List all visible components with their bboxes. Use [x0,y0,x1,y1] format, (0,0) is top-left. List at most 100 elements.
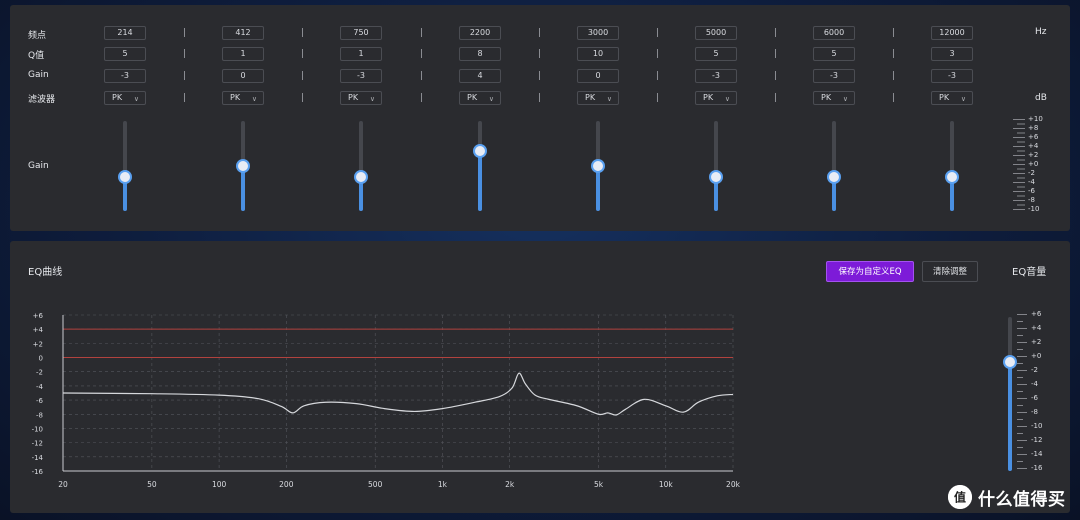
column-divider [775,28,776,37]
band-3-freq-input[interactable]: 750 [340,26,382,40]
x-tick-label: 200 [279,480,294,489]
site-logo-icon: 值 [948,485,972,509]
band-5-gain-input[interactable]: 0 [577,69,619,83]
band-6-freq-input[interactable]: 5000 [695,26,737,40]
band-1-gain-slider[interactable] [117,121,133,211]
band-3-filter-value: PK [348,93,359,102]
chevron-down-icon: ∨ [606,95,612,103]
gain-scale-label: -6 [1028,187,1035,195]
band-8-filter-select[interactable]: PK ∨ [931,91,973,105]
band-1-freq-input[interactable]: 214 [104,26,146,40]
volume-scale-label: -10 [1031,422,1043,430]
band-2-filter-value: PK [230,93,241,102]
slider-knob[interactable] [591,159,605,173]
slider-knob[interactable] [118,170,132,185]
q-row-label: Q值 [28,51,45,61]
slider-knob[interactable] [236,159,250,173]
band-6-filter-select[interactable]: PK ∨ [695,91,737,105]
volume-scale-ticks [1017,314,1027,469]
band-6-gain-slider[interactable] [708,121,724,211]
y-tick-label: -6 [36,397,44,405]
band-2-filter-select[interactable]: PK ∨ [222,91,264,105]
column-divider [893,49,894,58]
y-tick-label: -14 [32,454,44,462]
slider-fill [832,177,836,211]
band-2-freq-input[interactable]: 412 [222,26,264,40]
gain-scale-label: +10 [1028,115,1043,123]
band-7-filter-select[interactable]: PK ∨ [813,91,855,105]
band-8-gain-slider[interactable] [944,121,960,211]
band-6-gain-input[interactable]: -3 [695,69,737,83]
gain-scale-label: -8 [1028,196,1035,204]
site-watermark: 值 什么值得买 [948,484,1066,510]
slider-knob[interactable] [354,170,368,185]
site-watermark-text: 什么值得买 [978,489,1066,510]
plot-area [63,315,733,471]
band-7-q-input[interactable]: 5 [813,47,855,61]
band-7-freq-input[interactable]: 6000 [813,26,855,40]
band-6-q-input[interactable]: 5 [695,47,737,61]
slider-track [359,121,363,211]
volume-scale-label: -16 [1031,464,1043,472]
slider-knob[interactable] [827,170,841,185]
chevron-down-icon: ∨ [960,95,966,103]
band-5-freq-input[interactable]: 3000 [577,26,619,40]
clear-adjustments-button[interactable]: 清除调整 [922,261,978,282]
x-tick-label: 1k [438,480,448,489]
band-4-freq-input[interactable]: 2200 [459,26,501,40]
volume-slider-knob[interactable] [1003,355,1017,370]
eq-volume-slider[interactable] [1002,317,1018,471]
y-tick-label: +2 [33,340,43,348]
band-7-gain-slider[interactable] [826,121,842,211]
slider-knob[interactable] [945,170,959,185]
chevron-down-icon: ∨ [724,95,730,103]
band-5-q-input[interactable]: 10 [577,47,619,61]
x-tick-label: 50 [147,480,157,489]
band-settings-panel: 频点 Q值 Gain 滤波器 Gain Hz dB 214 5 -3 PK ∨ 412 1 0… [10,5,1070,231]
x-tick-label: 500 [368,480,383,489]
volume-scale-label: -14 [1031,450,1043,458]
band-1-filter-select[interactable]: PK ∨ [104,91,146,105]
band-1-q-input[interactable]: 5 [104,47,146,61]
band-4-gain-input[interactable]: 4 [459,69,501,83]
column-divider [539,49,540,58]
band-2-gain-slider[interactable] [235,121,251,211]
band-2-q-input[interactable]: 1 [222,47,264,61]
band-8-gain-input[interactable]: -3 [931,69,973,83]
column-divider [893,93,894,102]
band-1-gain-input[interactable]: -3 [104,69,146,83]
band-3-filter-select[interactable]: PK ∨ [340,91,382,105]
band-5-gain-slider[interactable] [590,121,606,211]
band-4-gain-slider[interactable] [472,121,488,211]
column-divider [420,93,422,102]
chevron-down-icon: ∨ [842,95,848,103]
save-custom-eq-button[interactable]: 保存为自定义EQ [826,261,914,282]
x-tick-label: 20k [726,480,740,489]
band-4-q-input[interactable]: 8 [459,47,501,61]
band-2-gain-input[interactable]: 0 [222,69,264,83]
column-divider [420,28,422,37]
band-3-gain-slider[interactable] [353,121,369,211]
band-3-q-input[interactable]: 1 [340,47,382,61]
band-5-filter-select[interactable]: PK ∨ [577,91,619,105]
volume-scale-label: -12 [1031,436,1043,444]
column-divider [539,71,540,80]
site-logo-char: 值 [954,490,966,505]
slider-knob[interactable] [709,170,723,185]
band-8-freq-input[interactable]: 12000 [931,26,973,40]
column-divider [184,49,185,58]
band-7-gain-input[interactable]: -3 [813,69,855,83]
band-4-filter-select[interactable]: PK ∨ [459,91,501,105]
x-tick-label: 2k [505,480,515,489]
x-tick-label: 100 [212,480,227,489]
band-3-gain-input[interactable]: -3 [340,69,382,83]
hz-unit-label: Hz [1035,27,1047,37]
volume-scale-label: +2 [1031,338,1042,346]
column-divider [420,71,422,80]
slider-knob[interactable] [473,143,487,158]
column-divider [775,71,776,80]
x-tick-label: 20 [58,480,68,489]
chevron-down-icon: ∨ [133,95,139,103]
band-8-q-input[interactable]: 3 [931,47,973,61]
volume-scale-label: -6 [1031,394,1038,402]
